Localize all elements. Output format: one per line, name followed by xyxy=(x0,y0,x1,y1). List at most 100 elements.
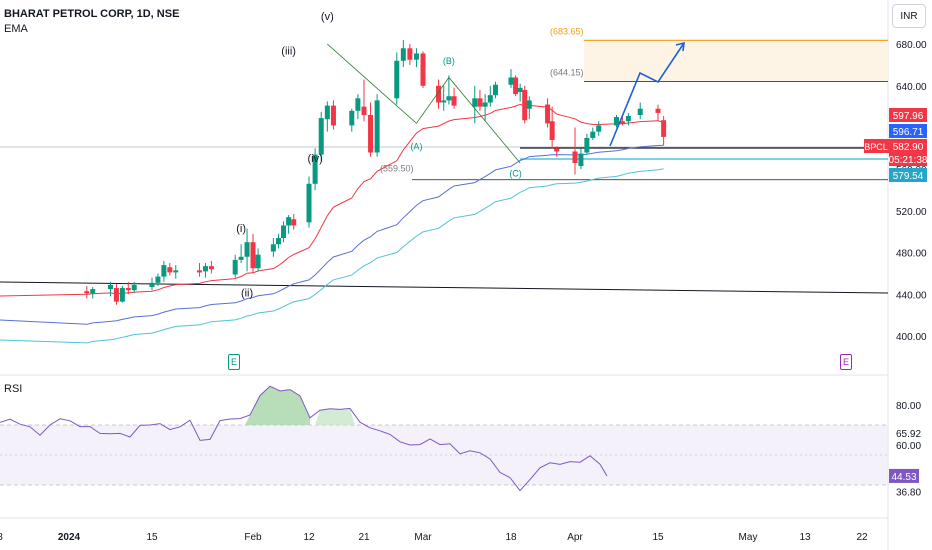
candle-body xyxy=(368,114,374,153)
candle-body xyxy=(472,98,478,107)
price-label-box xyxy=(889,152,927,166)
ema-slow-line xyxy=(0,168,664,344)
rsi-overbought-fill xyxy=(245,386,310,425)
indicator-label: EMA xyxy=(4,23,28,35)
y-tick-label: 480.00 xyxy=(896,249,927,260)
price-label: 582.90 xyxy=(893,142,924,153)
x-tick-label: Mar xyxy=(414,532,432,543)
rsi-current-label: 44.53 xyxy=(891,472,916,483)
wave-label: (v) xyxy=(321,11,334,23)
price-label-box xyxy=(889,108,927,122)
x-tick-label: 15 xyxy=(652,532,664,543)
candle-body xyxy=(238,256,244,260)
x-tick-label: Feb xyxy=(244,532,262,543)
candle-body xyxy=(330,105,336,126)
projection-arrowhead xyxy=(675,41,685,52)
level-label: (559.50) xyxy=(380,164,414,174)
target-zone xyxy=(584,40,888,82)
candle-body xyxy=(173,270,179,273)
candle-body xyxy=(549,121,555,141)
x-tick-label: 21 xyxy=(358,532,370,543)
projection-path xyxy=(609,42,685,147)
candle-body xyxy=(232,259,238,275)
candle-body xyxy=(250,242,256,269)
price-label-box xyxy=(889,124,927,138)
candle-body xyxy=(661,120,667,137)
symbol-tag-box xyxy=(864,139,889,153)
candle-body xyxy=(590,131,596,138)
candle-body xyxy=(394,60,400,99)
candle-body xyxy=(318,118,324,155)
candle-body xyxy=(614,117,619,126)
candle-body xyxy=(275,238,281,245)
wave-label: (i) xyxy=(236,223,246,235)
candle-body xyxy=(572,151,578,163)
ema-fast-line xyxy=(0,103,664,297)
candle-body xyxy=(244,242,250,257)
candle-body xyxy=(526,100,532,109)
candle-body xyxy=(197,270,203,273)
y-tick-label: 680.00 xyxy=(896,40,927,51)
x-tick-label: 13 xyxy=(799,532,811,543)
x-tick-label: 2024 xyxy=(58,532,81,543)
candle-body xyxy=(108,284,113,290)
candle-body xyxy=(584,137,590,153)
x-tick-label: May xyxy=(739,532,758,543)
symbol-tag: BPCL xyxy=(864,142,888,152)
price-label-box xyxy=(889,139,927,153)
candle-body xyxy=(255,254,261,269)
level-label: (683.65) xyxy=(550,26,584,36)
x-tick-label: 18 xyxy=(505,532,517,543)
wave-label: (iii) xyxy=(281,46,296,58)
candle-body xyxy=(477,98,483,107)
rsi-overbought-fill xyxy=(315,408,355,425)
candle-body xyxy=(441,100,447,103)
candle-body xyxy=(492,84,498,96)
candle-body xyxy=(513,77,519,95)
candle-body xyxy=(281,225,287,239)
candle-body xyxy=(482,102,488,107)
candle-body xyxy=(349,110,355,126)
elliott-wave-path xyxy=(327,43,521,164)
ema-mid-line xyxy=(0,144,664,325)
candle-body xyxy=(167,267,173,273)
candle-body xyxy=(487,95,493,103)
candle-body xyxy=(400,48,406,61)
x-tick-label: 15 xyxy=(146,532,158,543)
x-tick-label: 8 xyxy=(0,532,3,543)
candle-body xyxy=(90,289,96,294)
candle-body xyxy=(161,265,167,277)
candle-body xyxy=(286,217,292,226)
candle-body xyxy=(637,108,643,115)
currency-button[interactable]: INR xyxy=(892,4,926,28)
candle-body xyxy=(554,148,560,152)
earnings-event-icon[interactable]: E xyxy=(228,354,240,370)
candle-body xyxy=(84,291,90,294)
earnings-event-icon[interactable]: E xyxy=(840,354,852,370)
price-label: 05:21:38 xyxy=(889,155,928,166)
candle-body xyxy=(596,125,602,132)
candle-body xyxy=(113,288,119,302)
wave-label: (iv) xyxy=(307,153,322,165)
candle-body xyxy=(361,106,367,115)
x-tick-label: Apr xyxy=(567,532,583,543)
rsi-tick-label: 65.92 xyxy=(896,429,921,440)
price-label: 579.54 xyxy=(893,171,924,182)
x-tick-label: 12 xyxy=(303,532,315,543)
x-tick-label: 22 xyxy=(856,532,868,543)
price-label: 596.71 xyxy=(893,127,924,138)
candle-body xyxy=(436,85,442,103)
rsi-tick-label: 60.00 xyxy=(896,441,921,452)
rsi-tick-label: 36.80 xyxy=(896,487,921,498)
y-tick-label: 520.00 xyxy=(896,207,927,218)
candle-body xyxy=(312,154,318,184)
trendline xyxy=(0,281,889,294)
wave-label: (B) xyxy=(443,56,455,66)
candle-body xyxy=(508,77,514,85)
rsi-line xyxy=(0,385,608,492)
candle-body xyxy=(545,104,551,124)
price-label-box xyxy=(889,168,927,182)
candle-body xyxy=(413,53,419,60)
